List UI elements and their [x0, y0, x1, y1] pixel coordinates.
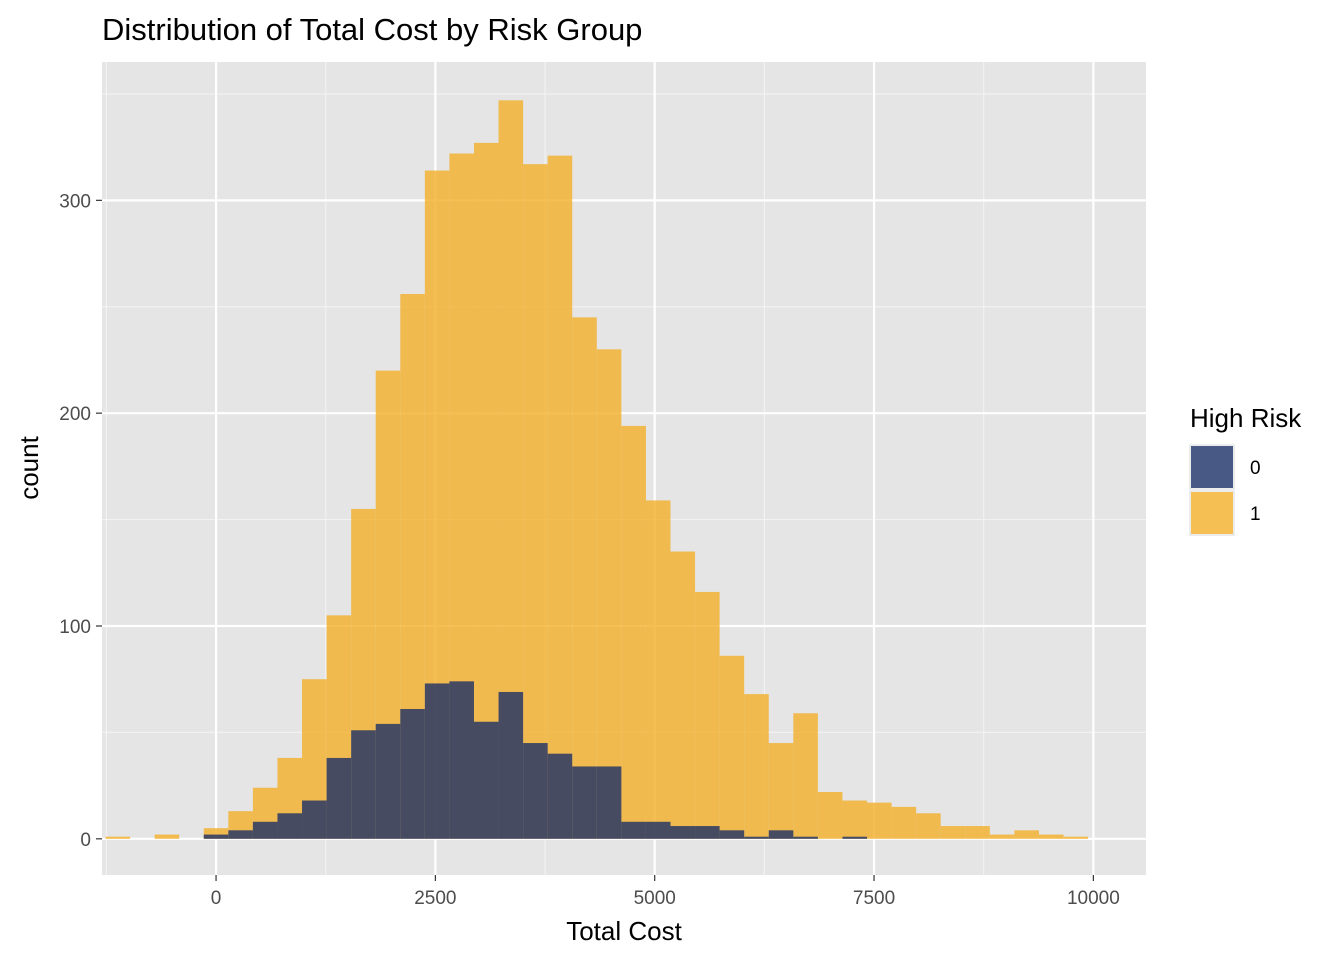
bar-series-0 — [596, 766, 622, 839]
bar-series-0 — [424, 683, 450, 839]
bar-series-0 — [449, 681, 474, 839]
bar-series-1 — [916, 813, 941, 839]
bar-series-0 — [302, 800, 327, 839]
legend-label-0: 0 — [1250, 458, 1261, 479]
bar-series-1 — [154, 834, 180, 839]
bar-series-1 — [867, 802, 892, 839]
bar-series-1 — [842, 800, 868, 839]
legend-key-0 — [1191, 446, 1233, 488]
bar-series-1 — [719, 655, 745, 839]
y-tick-label: 200 — [59, 404, 91, 425]
y-tick-label: 100 — [59, 617, 91, 638]
bar-series-0 — [473, 721, 499, 839]
bar-series-0 — [695, 826, 720, 839]
legend: High Risk 0 1 — [1189, 403, 1302, 536]
bar-series-1 — [523, 164, 548, 839]
bar-series-1 — [793, 713, 818, 839]
bar-series-1 — [105, 836, 131, 839]
bar-series-0 — [326, 757, 352, 839]
chart-title: Distribution of Total Cost by Risk Group — [102, 12, 642, 47]
bar-series-0 — [793, 836, 818, 839]
bar-series-0 — [670, 826, 696, 839]
x-tick-label: 5000 — [634, 888, 676, 909]
legend-item-0: 0 — [1189, 444, 1261, 490]
bar-series-1 — [1014, 830, 1039, 839]
bar-series-1 — [621, 425, 646, 839]
bar-series-0 — [228, 830, 253, 839]
bar-series-0 — [645, 821, 671, 839]
bar-series-0 — [351, 730, 376, 839]
bar-series-1 — [1063, 836, 1089, 839]
bar-series-0 — [572, 766, 597, 839]
bar-series-1 — [645, 500, 671, 839]
bar-series-1 — [989, 834, 1015, 839]
bar-series-1 — [768, 743, 794, 839]
bar-series-1 — [670, 551, 696, 839]
legend-label-1: 1 — [1250, 504, 1261, 525]
legend-item-1: 1 — [1189, 490, 1261, 536]
bar-series-1 — [1038, 834, 1064, 839]
x-tick-label: 7500 — [853, 888, 895, 909]
x-axis-title: Total Cost — [566, 916, 682, 946]
y-tick-label: 0 — [80, 830, 91, 851]
bar-series-1 — [547, 155, 573, 839]
bar-series-1 — [891, 806, 917, 839]
bar-series-0 — [547, 753, 573, 839]
y-axis: 0 100 200 300 — [59, 191, 102, 851]
bar-series-0 — [203, 834, 229, 839]
legend-key-1 — [1191, 492, 1233, 534]
bar-series-0 — [621, 821, 646, 839]
bar-series-1 — [572, 317, 597, 839]
x-tick-label: 0 — [211, 888, 222, 909]
histogram-series-0 — [203, 681, 868, 839]
bar-series-1 — [695, 591, 720, 839]
x-axis: 0 2500 5000 7500 10000 — [211, 875, 1120, 909]
bar-series-0 — [252, 821, 278, 839]
bar-series-1 — [596, 349, 622, 839]
bar-series-1 — [817, 791, 843, 839]
bar-series-0 — [277, 813, 303, 839]
bar-series-0 — [523, 743, 548, 839]
bar-series-0 — [842, 836, 868, 839]
bar-series-0 — [719, 830, 745, 839]
bar-series-0 — [768, 830, 794, 839]
y-tick-label: 300 — [59, 191, 91, 212]
bar-series-1 — [965, 826, 990, 839]
bar-series-1 — [940, 826, 966, 839]
bar-series-0 — [498, 691, 524, 839]
x-tick-label: 2500 — [414, 888, 456, 909]
bar-series-1 — [203, 828, 229, 839]
bar-series-0 — [744, 836, 769, 839]
x-tick-label: 10000 — [1067, 888, 1120, 909]
bar-series-0 — [375, 723, 401, 839]
legend-title: High Risk — [1190, 403, 1302, 433]
y-axis-title: count — [14, 435, 44, 499]
bar-series-1 — [744, 694, 769, 839]
bar-series-0 — [400, 708, 425, 839]
